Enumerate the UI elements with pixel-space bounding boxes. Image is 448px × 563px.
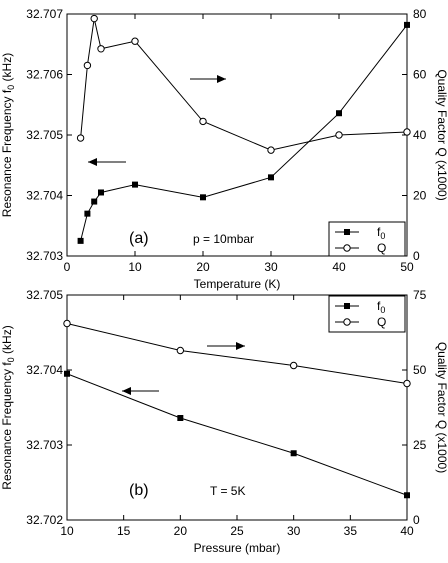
data-point-f: [404, 492, 410, 499]
y-left-tick-label: 32.703: [26, 249, 63, 263]
y-left-axis-label: Resonance Frequency f0 (kHz): [0, 325, 16, 489]
data-point-Q: [176, 346, 185, 355]
data-point-f: [404, 21, 410, 28]
data-point-Q: [199, 117, 207, 126]
data-point-f: [290, 450, 297, 457]
series-line-f: [66, 373, 408, 496]
x-tick-label: 50: [400, 260, 414, 274]
legend-label-Q: Q: [377, 315, 386, 329]
data-point-f: [64, 370, 70, 377]
x-tick-label: 40: [400, 524, 414, 538]
plot-frame: [66, 13, 408, 257]
data-point-f: [336, 110, 342, 117]
data-point-Q: [403, 379, 411, 388]
y-left-tick-label: 32.702: [26, 513, 63, 527]
legend-marker-Q: [343, 244, 351, 252]
arrow-head-f: [88, 158, 97, 166]
data-point-f: [268, 174, 274, 181]
x-tick-label: 30: [264, 260, 278, 274]
legend-label-Q: Q: [377, 241, 386, 255]
y-right-tick-label: 0: [413, 513, 420, 527]
y-right-tick-label: 80: [413, 7, 427, 21]
data-point-Q: [403, 128, 411, 136]
series-line-f: [80, 24, 408, 241]
panel-annotation: T = 5K: [210, 484, 245, 498]
data-point-f: [84, 210, 91, 217]
data-point-Q: [335, 131, 343, 139]
data-point-f: [77, 237, 84, 244]
x-tick-label: 30: [287, 524, 301, 538]
y-left-axis-label-unit: (kHz): [0, 53, 14, 85]
y-right-axis-label: Quality Factor Q (x1000): [435, 69, 448, 200]
y-right-tick-label: 60: [413, 68, 427, 82]
data-point-f: [91, 198, 98, 205]
legend-label-f: f0: [377, 299, 385, 315]
data-point-f: [200, 194, 206, 201]
x-axis-label: Pressure (mbar): [194, 541, 281, 555]
legend-box: [328, 221, 406, 257]
data-point-Q: [63, 319, 71, 328]
y-left-axis-label: Resonance Frequency f0 (kHz): [0, 53, 16, 217]
x-tick-label: 20: [174, 524, 188, 538]
legend-marker-f: [344, 303, 350, 309]
legend-box: [328, 295, 406, 333]
data-point-Q: [289, 361, 298, 370]
x-tick-label: 10: [60, 524, 74, 538]
panel-label: (a): [129, 230, 149, 247]
data-point-f: [132, 181, 138, 188]
y-left-axis-label-unit: (kHz): [0, 325, 14, 357]
x-tick-label: 0: [64, 260, 71, 274]
panel-a: 0 10 20 30 40 50 32.703 32.704 32.705 32.706 32.70…: [0, 7, 448, 291]
panel-label: (b): [129, 482, 149, 499]
y-left-tick-label: 32.704: [26, 363, 63, 377]
y-right-tick-label: 20: [413, 189, 427, 203]
x-axis-label: Temperature (K): [194, 277, 281, 291]
y-left-tick-label: 32.705: [26, 128, 63, 142]
arrow-head-Q: [236, 342, 245, 350]
x-tick-label: 25: [230, 524, 244, 538]
legend-label-sub: 0: [380, 305, 385, 315]
legend-marker-Q: [343, 318, 351, 326]
y-left-tick-label: 32.703: [26, 438, 63, 452]
y-right-tick-label: 0: [413, 249, 420, 263]
x-tick-label: 10: [128, 260, 142, 274]
data-point-Q: [90, 14, 98, 23]
panel-b: 10 15 20 25 30 35 40 32.702 32.703 32.704 32.705 0 2…: [0, 288, 448, 555]
y-left-axis-label-sub: 0: [6, 357, 16, 362]
y-right-tick-label: 40: [413, 128, 427, 142]
arrow-head-f: [122, 387, 131, 395]
y-right-tick-label: 25: [413, 438, 427, 452]
legend-label-sub: 0: [380, 231, 385, 241]
y-right-tick-label: 75: [413, 288, 427, 302]
y-right-axis-label: Quality Factor Q (x1000): [435, 342, 448, 473]
arrow-head-Q: [217, 75, 226, 83]
data-point-f: [177, 415, 184, 421]
x-tick-label: 20: [196, 260, 210, 274]
x-tick-label: 15: [117, 524, 131, 538]
data-point-Q: [97, 45, 105, 53]
data-point-Q: [267, 146, 275, 154]
data-point-f: [98, 189, 104, 196]
y-left-axis-label-sub: 0: [6, 85, 16, 90]
x-tick-label: 35: [344, 524, 358, 538]
x-tick-label: 40: [332, 260, 346, 274]
y-left-tick-label: 32.706: [26, 68, 63, 82]
data-point-Q: [76, 134, 85, 142]
legend-marker-f: [344, 229, 350, 235]
y-left-tick-label: 32.707: [26, 7, 63, 21]
series-line-Q: [66, 323, 408, 384]
y-left-tick-label: 32.705: [26, 288, 63, 302]
data-point-Q: [131, 37, 139, 45]
y-right-tick-label: 50: [413, 363, 427, 377]
data-point-Q: [83, 61, 92, 70]
y-left-tick-label: 32.704: [26, 189, 63, 203]
panel-annotation: p = 10mbar: [193, 232, 254, 246]
legend-label-f: f0: [377, 225, 385, 241]
series-line-Q: [80, 18, 408, 151]
